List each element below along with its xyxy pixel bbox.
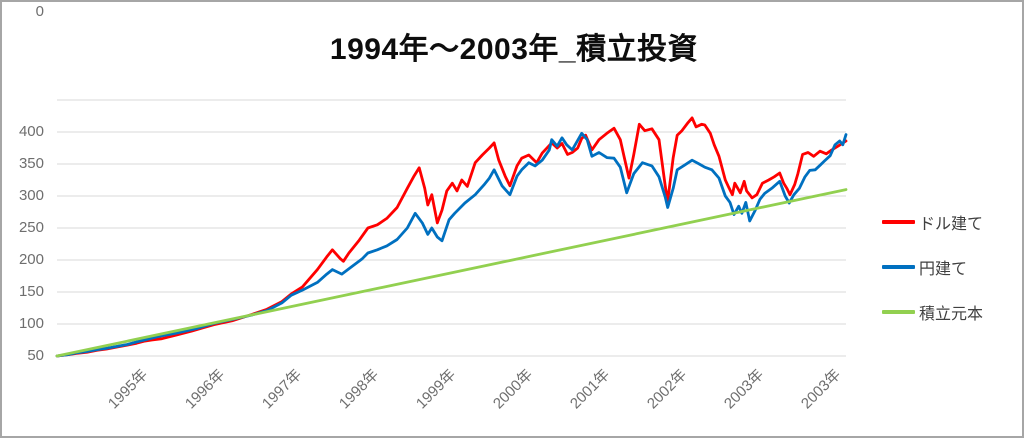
yen-line — [55, 131, 848, 358]
y-axis-tick-label: 400 — [18, 123, 44, 140]
x-axis-tick-label: 1995年 — [104, 366, 151, 413]
legend: ドル建て 円建て 積立元本 — [882, 210, 983, 324]
yen-line-swatch — [882, 265, 915, 269]
y-axis-tick-label: 350 — [18, 155, 44, 172]
legend-label: 積立元本 — [919, 306, 984, 323]
dollar-line-swatch — [882, 220, 915, 224]
x-axis-tick-label: 1999年 — [413, 366, 460, 413]
principal-line-swatch — [882, 310, 915, 314]
x-axis-tick-label: 1998年 — [335, 366, 383, 413]
y-axis-tick-label: 50 — [27, 347, 44, 364]
x-axis-tick-label: 2002年 — [644, 366, 691, 413]
y-axis-tick-label: 0 — [35, 3, 44, 20]
principal-line — [55, 188, 848, 358]
dollar-line — [55, 116, 848, 358]
x-axis-tick-label: 2000年 — [489, 366, 536, 413]
y-axis-tick-label: 250 — [18, 219, 44, 236]
x-axis-tick-label: 2003年 — [798, 366, 845, 413]
x-axis-tick-label: 1996年 — [181, 366, 229, 413]
x-axis-tick-label: 1997年 — [259, 366, 306, 413]
y-axis-tick-label: 200 — [18, 251, 44, 268]
x-axis-tick-label: 2001年 — [566, 366, 614, 413]
legend-item-yen: 円建て — [882, 255, 983, 279]
legend-item-dollar: ドル建て — [882, 210, 983, 234]
y-axis-tick-label: 100 — [18, 315, 44, 332]
legend-label: 円建て — [919, 261, 968, 278]
y-axis-tick-label: 150 — [18, 283, 44, 300]
x-axis-tick-label: 2003年 — [720, 366, 768, 413]
chart-title: 1994年～2003年_積立投資 — [329, 33, 699, 66]
legend-item-principal: 積立元本 — [882, 300, 983, 324]
legend-label: ドル建て — [919, 216, 984, 233]
y-axis-tick-label: 300 — [18, 187, 44, 204]
plot-area — [55, 99, 848, 358]
